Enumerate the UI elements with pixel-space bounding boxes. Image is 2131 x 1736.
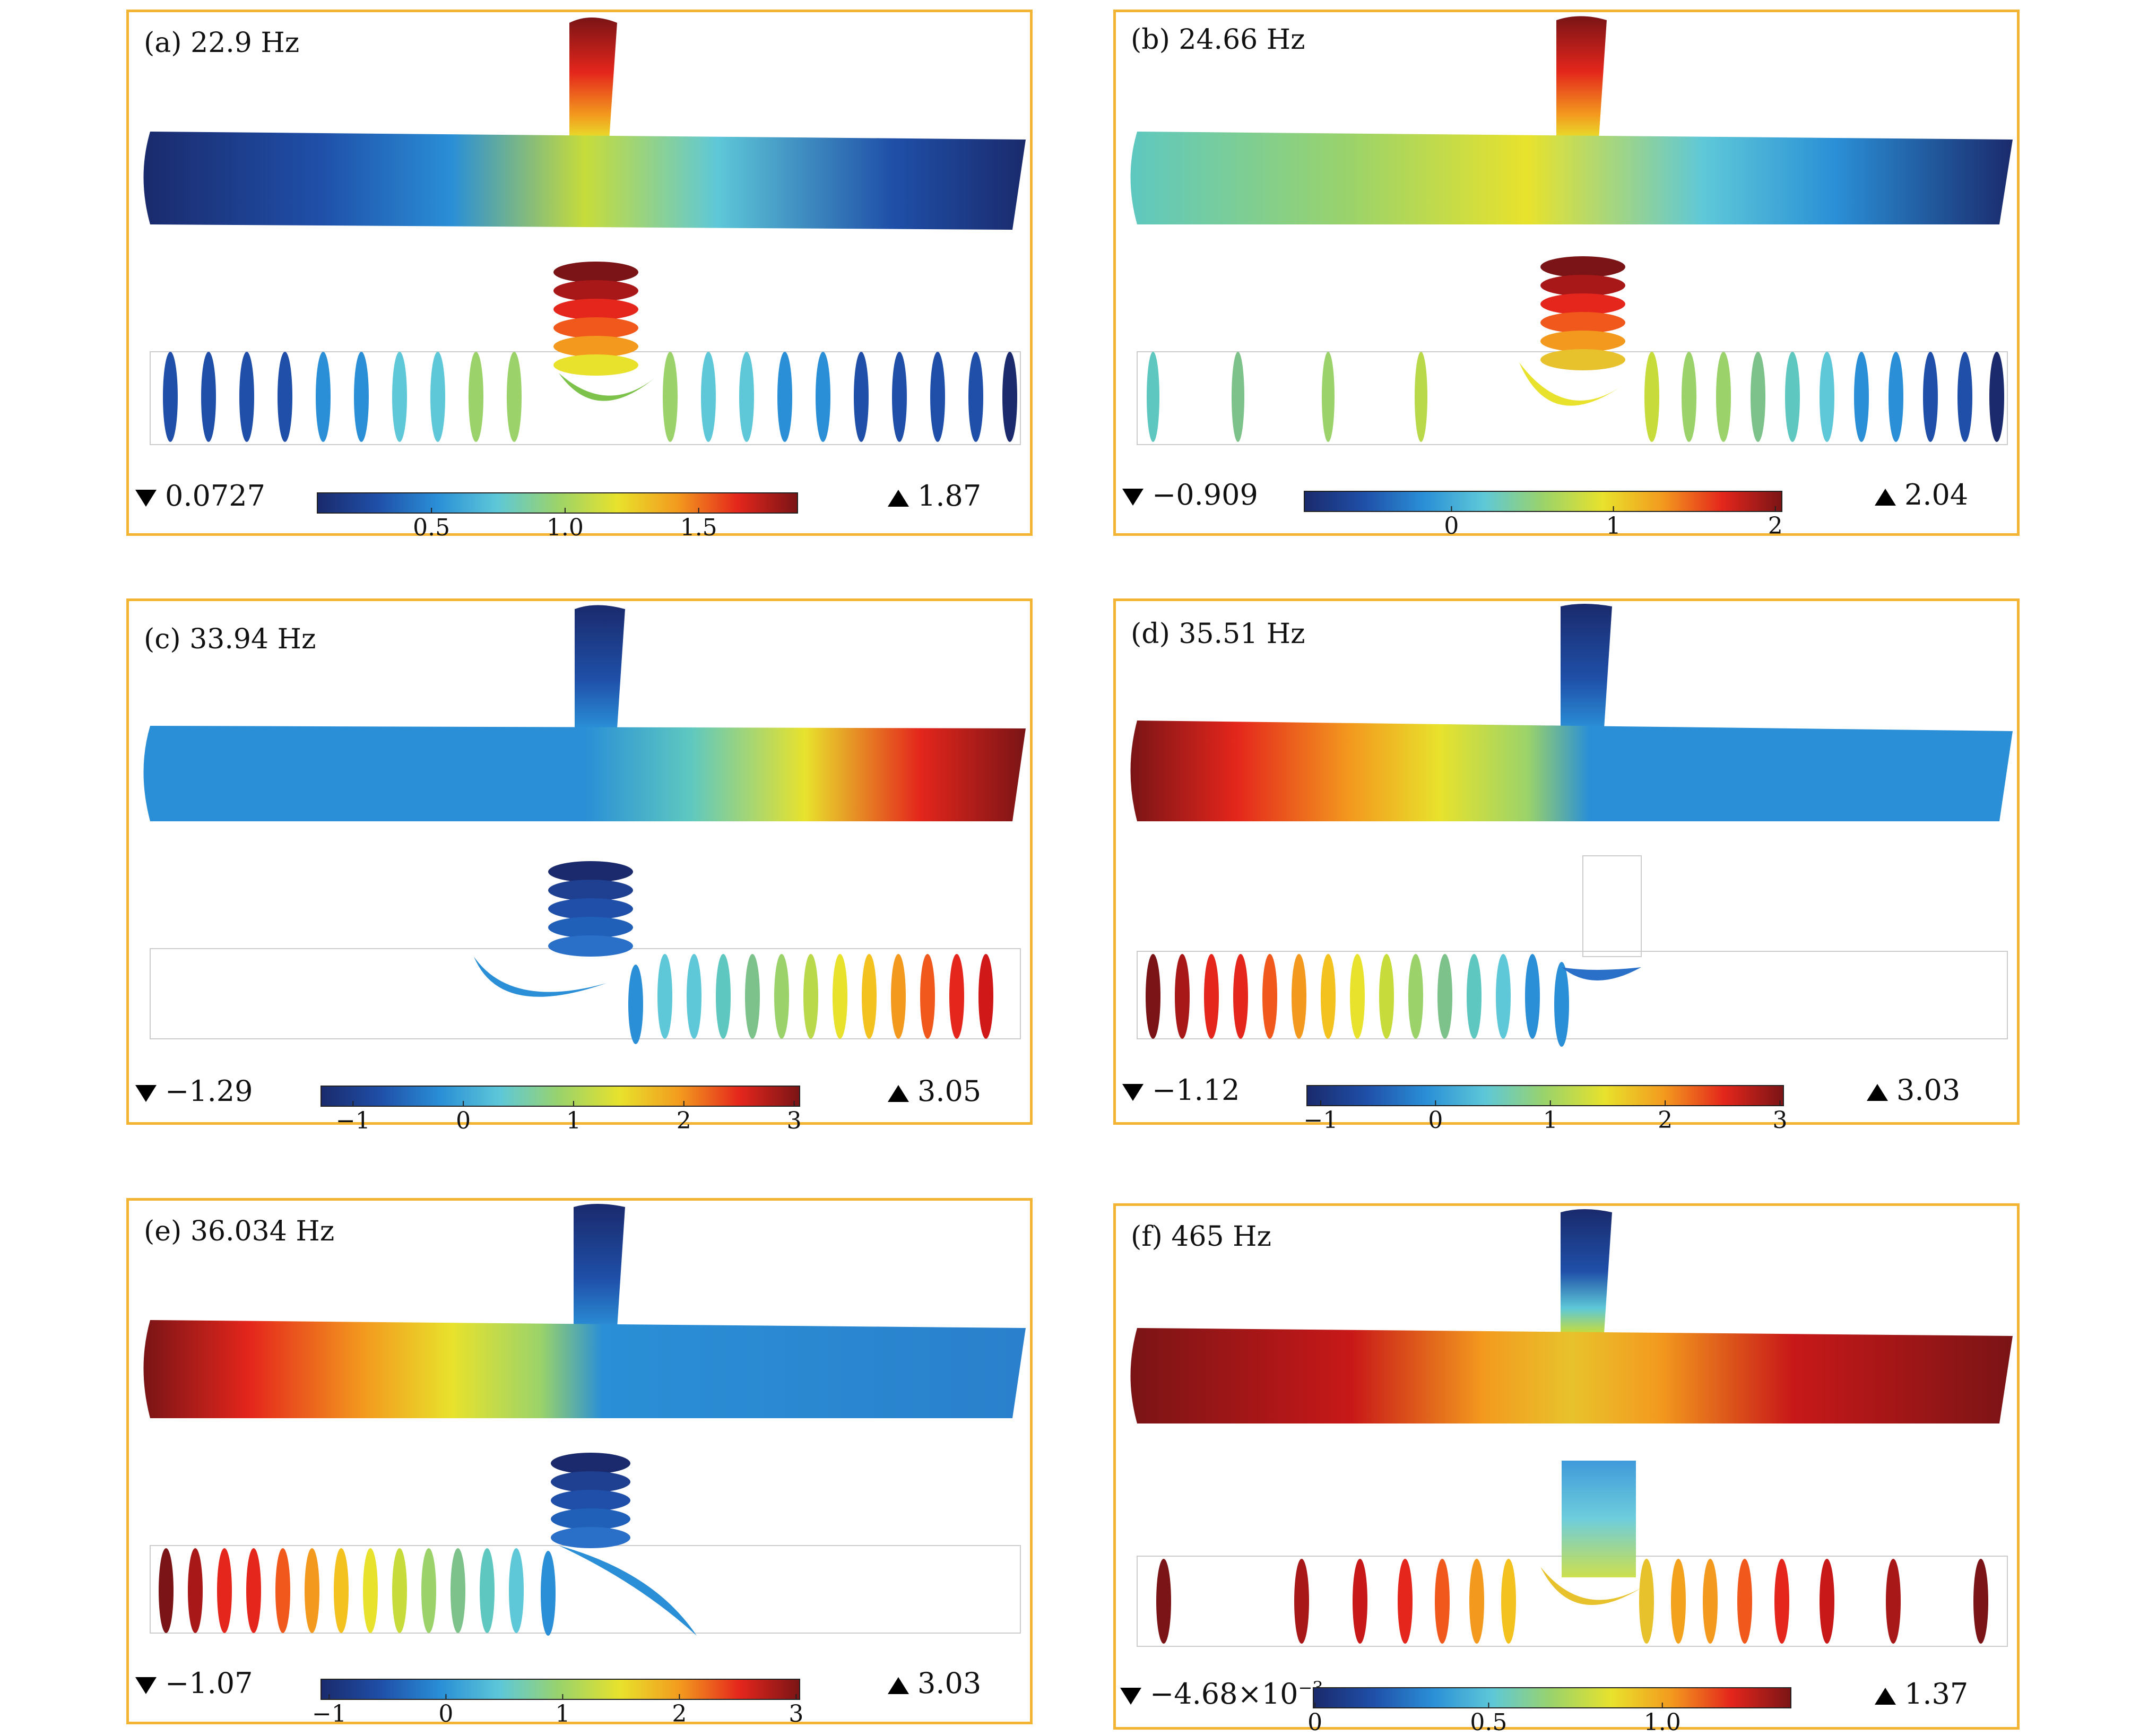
colorbar-tick-label: 3 [1772,1107,1788,1134]
mode-panel-c: (c) 33.94 Hz −1.29 3.05 −1 0 1 2 3 [126,598,1033,1134]
max-value-text: 3.03 [1896,1073,1961,1107]
min-value: −1.12 [1122,1073,1240,1107]
max-value-text: 1.87 [917,479,982,513]
colorbar-tick-label: 2 [676,1107,691,1134]
min-triangle-icon [135,490,157,507]
mode-panel-e: (e) 36.034 Hz −1.07 3.03 −1 0 1 2 3 [126,1198,1033,1728]
colorbar-tick-label: 1.0 [1643,1709,1681,1736]
min-value-text: −1.29 [165,1074,253,1108]
mode-shape-figure [1130,1209,2013,1647]
min-value: −1.07 [135,1666,253,1700]
min-value-text: −1.12 [1152,1073,1240,1107]
min-value-exponent: −3 [1298,1678,1323,1698]
colorbar-tick-label: 0 [1444,513,1459,540]
mode-shape-figure [1130,16,2013,445]
colorbar-tick-label: 1 [1543,1107,1558,1134]
colorbar-tick-label: 2 [672,1700,687,1728]
min-value-text: −0.909 [1152,478,1258,511]
colorbar-tick-label: 2 [1658,1107,1673,1134]
panel-label: (f) 465 Hz [1131,1221,1271,1253]
max-value: 3.03 [1867,1073,1960,1107]
colorbar-tick-label: 2 [1768,513,1783,540]
min-value: −1.29 [135,1074,253,1108]
max-triangle-icon [888,490,909,507]
max-value: 2.04 [1875,478,1968,511]
colorbar-tick-label: 0.5 [1470,1709,1508,1736]
max-value: 3.03 [888,1666,981,1700]
mode-panel-b: (b) 24.66 Hz −0.909 2.04 0 1 2 [1113,10,2020,540]
min-value-text: 0.0727 [165,479,265,513]
mode-panel-f: (f) 465 Hz −4.68×10−3 1.37 0 0.5 1.0 [1113,1203,2020,1736]
max-value: 1.37 [1875,1677,1968,1711]
colorbar-tick-label: 1 [566,1107,581,1134]
colorbar-tick-label: 0 [438,1700,454,1728]
panel-label: (b) 24.66 Hz [1131,24,1305,56]
min-triangle-icon [135,1677,157,1694]
mode-shape-figure [143,1204,1026,1636]
min-value-text: −4.68×10 [1150,1677,1298,1711]
colorbar-tick-label: −1 [311,1700,346,1728]
colorbar-tick-label: 1.0 [546,514,584,541]
max-value: 3.05 [888,1074,981,1108]
colorbar-tick-label: 3 [789,1700,804,1728]
max-triangle-icon [888,1677,909,1694]
colorbar-tick-label: −1 [335,1107,370,1134]
max-value-text: 2.04 [1904,478,1969,511]
colorbar-tick-label: 0.5 [413,514,451,541]
panel-label: (a) 22.9 Hz [144,27,300,59]
min-value: 0.0727 [135,479,265,513]
panel-label: (c) 33.94 Hz [144,623,316,655]
mode-shape-figure [143,605,1026,1044]
max-triangle-icon [1875,1688,1896,1705]
mode-panel-d: (d) 35.51 Hz −1.12 3.03 −1 0 1 2 3 [1113,598,2020,1134]
panel-label: (e) 36.034 Hz [144,1216,335,1247]
max-triangle-icon [1867,1084,1888,1101]
colorbar-tick-label: 1 [1606,513,1621,540]
min-triangle-icon [1120,1688,1141,1705]
max-triangle-icon [1875,489,1896,506]
max-value-text: 3.03 [917,1666,982,1700]
max-value-text: 1.37 [1904,1677,1969,1711]
min-triangle-icon [1122,1084,1144,1101]
panel-label: (d) 35.51 Hz [1131,618,1305,650]
colorbar-tick-label: 1.5 [680,514,717,541]
mode-shape-figure [143,18,1026,445]
min-value: −0.909 [1122,478,1258,511]
colorbar-tick-label: 0 [456,1107,471,1134]
max-value-text: 3.05 [917,1074,982,1108]
colorbar-tick-label: 0 [1307,1709,1323,1736]
colorbar-tick-label: −1 [1303,1107,1338,1134]
mode-panel-a: (a) 22.9 Hz 0.0727 1.87 0.5 1.0 1.5 [126,10,1033,541]
mode-shape-figure [1130,604,2013,1047]
max-triangle-icon [888,1085,909,1102]
colorbar-tick-label: 0 [1428,1107,1443,1134]
min-value: −4.68×10−3 [1120,1677,1323,1711]
min-value-text: −1.07 [165,1666,253,1700]
colorbar-tick-label: 1 [555,1700,570,1728]
colorbar-tick-label: 3 [786,1107,802,1134]
max-value: 1.87 [888,479,981,513]
min-triangle-icon [135,1085,157,1102]
min-triangle-icon [1122,489,1144,506]
